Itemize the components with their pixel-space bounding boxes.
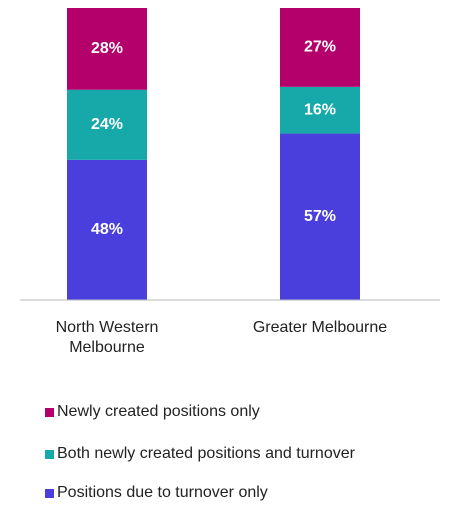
legend-label: Positions due to turnover only <box>57 484 268 501</box>
bar-segment <box>280 133 360 300</box>
data-label: 28% <box>91 40 123 57</box>
legend-swatch <box>45 488 54 498</box>
legend-label: Newly created positions only <box>57 403 260 420</box>
data-label: 24% <box>91 116 123 133</box>
data-label: 27% <box>304 39 336 56</box>
legend-swatch <box>45 449 54 459</box>
legend-swatch <box>45 407 54 417</box>
data-label: 16% <box>304 101 336 118</box>
bar-segment <box>67 159 147 300</box>
bar-segment <box>280 86 360 134</box>
data-label: 48% <box>91 221 123 238</box>
legend-label: Both newly created positions and turnove… <box>57 445 355 462</box>
bar-segment <box>67 89 147 160</box>
legend-item: Positions due to turnover only <box>45 483 268 503</box>
legend-item: Both newly created positions and turnove… <box>45 444 355 464</box>
bar-segment <box>67 8 147 90</box>
bar-segment <box>280 8 360 87</box>
data-label: 57% <box>304 208 336 225</box>
x-tick-label: North Western Melbourne <box>55 319 159 356</box>
x-tick-label: Greater Melbourne <box>252 319 388 336</box>
legend-item: Newly created positions only <box>45 402 260 422</box>
